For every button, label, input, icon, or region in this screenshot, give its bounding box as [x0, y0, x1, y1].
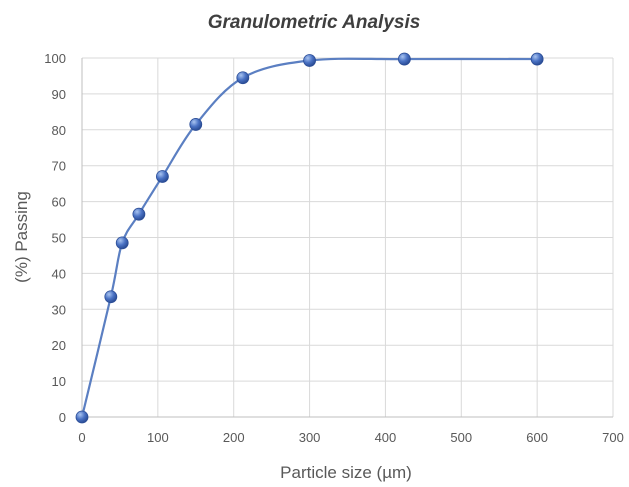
y-tick-label: 10: [52, 374, 66, 389]
y-tick-label: 60: [52, 195, 66, 210]
series-line: [80, 57, 538, 418]
grid: [81, 57, 614, 418]
x-tick-label: 600: [526, 430, 548, 445]
data-point: [530, 52, 544, 66]
chart-title: Granulometric Analysis: [208, 12, 421, 33]
data-point: [236, 71, 250, 85]
y-tick-label: 70: [52, 159, 66, 174]
data-points: [75, 52, 544, 424]
x-tick-labels: 0 100 200 300 400 500 600 700: [78, 430, 623, 445]
x-tick-label: 200: [223, 430, 245, 445]
x-axis-label: Particle size (µm): [280, 463, 412, 482]
data-point: [75, 410, 89, 424]
y-tick-label: 40: [52, 266, 66, 281]
y-tick-label: 30: [52, 302, 66, 317]
data-point: [115, 236, 129, 250]
data-point: [156, 170, 169, 183]
x-tick-label: 400: [375, 430, 397, 445]
y-tick-label: 100: [44, 51, 66, 66]
axes: [81, 58, 613, 418]
data-point: [397, 52, 411, 66]
x-tick-label: 0: [78, 430, 85, 445]
data-point: [189, 118, 203, 131]
data-point: [104, 290, 118, 304]
y-tick-label: 80: [52, 123, 66, 138]
y-tick-label: 90: [52, 87, 66, 102]
x-tick-label: 700: [602, 430, 624, 445]
y-axis-label: (%) Passing: [12, 191, 31, 283]
y-tick-label: 0: [59, 410, 66, 425]
data-point: [132, 207, 146, 221]
y-tick-labels: 0 10 20 30 40 50 60 70 80 90 100: [44, 51, 66, 425]
x-tick-label: 100: [147, 430, 169, 445]
data-point: [303, 54, 316, 67]
y-tick-label: 50: [52, 231, 66, 246]
x-tick-label: 500: [450, 430, 472, 445]
x-tick-label: 300: [299, 430, 321, 445]
y-tick-label: 20: [52, 338, 66, 353]
